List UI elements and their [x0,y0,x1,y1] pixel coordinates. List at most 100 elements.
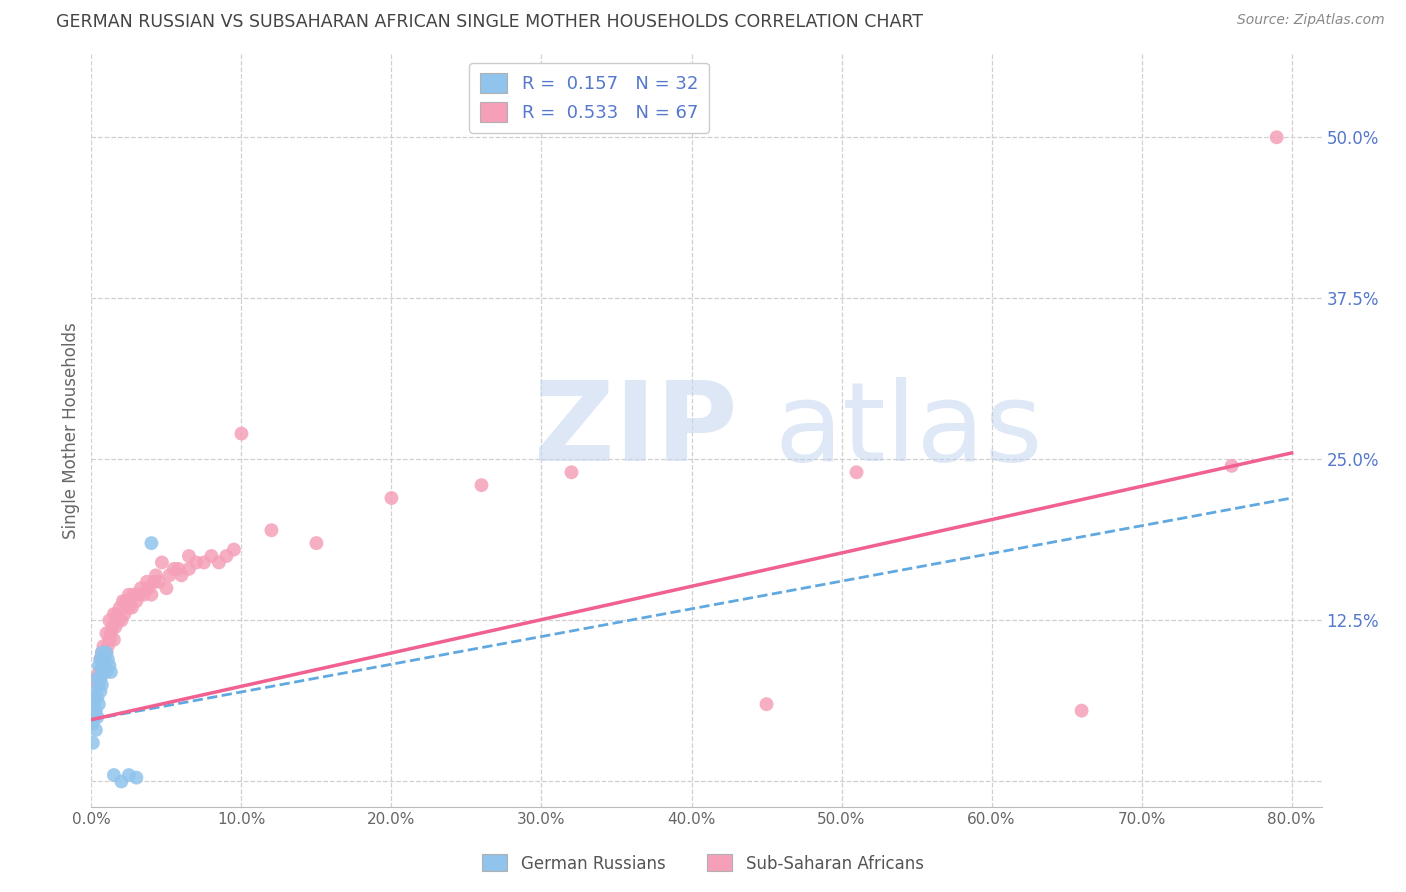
Point [90,665,112,679]
Point [135,574,157,589]
Point [98,658,121,673]
Point [90,646,112,660]
Point [96,665,118,679]
Point [148,574,170,589]
Point [84,684,107,698]
Point [132,588,155,602]
Point [98,632,121,647]
Point [260,523,283,537]
Point [86,672,108,686]
Point [143,574,166,589]
Text: GERMAN RUSSIAN VS SUBSAHARAN AFRICAN SINGLE MOTHER HOUSEHOLDS CORRELATION CHART: GERMAN RUSSIAN VS SUBSAHARAN AFRICAN SIN… [56,13,924,31]
Point [97,652,120,666]
Point [193,556,215,570]
Point [111,594,134,608]
Point [125,771,148,785]
Point [98,614,121,628]
Point [186,556,208,570]
Point [1265,130,1288,145]
Point [82,736,104,750]
Point [110,614,132,628]
Point [87,658,110,673]
Point [90,646,112,660]
Point [121,600,143,615]
Point [103,632,125,647]
Point [128,588,150,602]
Point [87,697,110,711]
Legend: R =  0.157   N = 32, R =  0.533   N = 67: R = 0.157 N = 32, R = 0.533 N = 67 [470,62,709,133]
Point [177,549,200,563]
Point [222,542,245,557]
Point [115,594,138,608]
Point [97,639,120,653]
Point [103,607,125,621]
Point [87,665,110,679]
Point [177,562,200,576]
Point [105,607,128,621]
Point [86,690,108,705]
Point [107,614,129,628]
Point [125,594,148,608]
Point [84,704,107,718]
Point [89,672,111,686]
Point [1220,458,1243,473]
Point [110,774,132,789]
Point [83,710,105,724]
Point [208,556,231,570]
Text: atlas: atlas [775,377,1043,483]
Point [94,658,117,673]
Point [163,562,186,576]
Point [90,658,112,673]
Text: Source: ZipAtlas.com: Source: ZipAtlas.com [1237,13,1385,28]
Point [157,568,180,582]
Legend: German Russians, Sub-Saharan Africans: German Russians, Sub-Saharan Africans [475,847,931,880]
Point [167,562,190,576]
Point [96,646,118,660]
Point [103,768,125,782]
Point [380,491,402,505]
Point [150,556,173,570]
Text: ZIP: ZIP [534,377,738,483]
Point [138,581,160,595]
Point [845,465,868,479]
Point [84,723,107,737]
Point [89,652,111,666]
Point [1070,704,1092,718]
Point [89,652,111,666]
Point [118,588,141,602]
Point [108,600,131,615]
Point [141,588,163,602]
Point [86,710,108,724]
Point [82,716,104,731]
Point [129,581,152,595]
Point [93,639,115,653]
Point [100,626,122,640]
Point [94,652,117,666]
Point [155,581,177,595]
Point [118,600,141,615]
Point [145,568,167,582]
Point [83,697,105,711]
Point [118,768,141,782]
Point [93,652,115,666]
Point [104,620,127,634]
Point [84,672,107,686]
Point [101,620,124,634]
Point [86,678,108,692]
Point [215,549,238,563]
Point [93,658,115,673]
Point [112,607,135,621]
Point [83,690,105,705]
Point [200,549,222,563]
Point [90,678,112,692]
Point [231,426,253,441]
Point [560,465,582,479]
Point [470,478,492,492]
Point [141,536,163,550]
Y-axis label: Single Mother Households: Single Mother Households [62,322,80,539]
Point [122,588,145,602]
Point [96,646,118,660]
Point [93,665,115,679]
Point [170,568,193,582]
Point [100,665,122,679]
